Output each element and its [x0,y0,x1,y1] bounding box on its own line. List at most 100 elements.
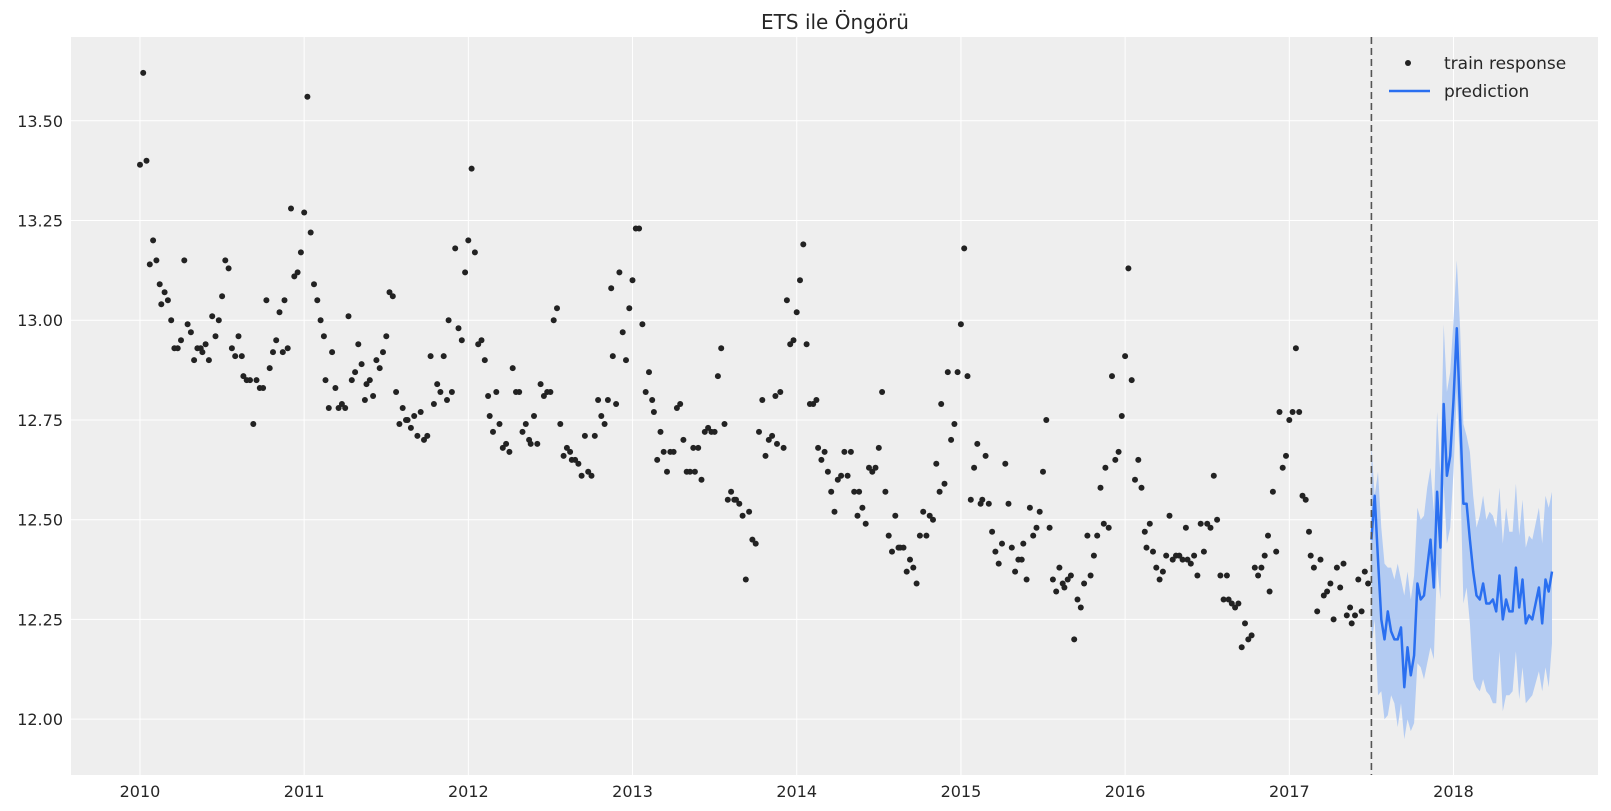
train-response-point [284,345,291,352]
train-response-point [522,421,529,427]
train-response-point [202,341,209,348]
train-response-point [1225,596,1232,603]
train-response-point [687,468,693,475]
train-response-point [389,293,396,300]
train-response-point [1228,600,1235,607]
train-response-point [444,397,450,403]
train-response-point [490,428,496,435]
train-response-point [355,341,362,348]
train-response-point [212,333,219,340]
train-response-point [961,245,968,252]
train-response-point [1327,580,1334,587]
train-response-point [933,460,940,467]
train-response-point [434,381,441,388]
train-response-point [938,401,945,407]
train-response-point [595,397,602,403]
train-response-point [1324,588,1331,595]
train-response-point [485,393,492,399]
train-response-point [941,480,948,487]
train-response-point [1365,580,1372,587]
train-response-point [1115,448,1122,455]
y-tick-label: 13.00 [17,311,63,330]
train-response-point [752,540,759,547]
train-response-point [1056,564,1063,571]
train-response-point [1002,460,1009,467]
train-response-point [756,428,762,435]
train-response-point [787,341,794,348]
train-response-point [1071,636,1078,643]
train-response-point [1087,572,1094,579]
train-response-point [440,353,447,360]
train-response-point [430,401,437,407]
train-response-point [1081,580,1088,587]
train-response-point [1135,456,1142,463]
train-response-point [478,337,485,344]
train-response-point [866,464,872,471]
train-response-point [496,421,503,427]
train-response-point [769,432,776,439]
train-response-point [920,508,927,515]
train-response-point [1163,552,1170,559]
train-response-point [1138,484,1145,491]
train-response-point [1306,528,1312,535]
train-response-point [1179,556,1186,563]
train-response-point [273,337,280,344]
train-response-point [862,520,869,527]
train-response-point [660,448,667,455]
train-response-point [156,281,163,288]
train-response-point [1283,452,1289,459]
train-response-point [215,317,222,324]
train-response-point [509,365,516,372]
train-response-point [930,516,936,523]
train-response-point [701,428,708,435]
train-response-point [1046,524,1053,531]
train-response-point [540,393,547,399]
train-response-point [650,409,657,415]
train-response-point [153,257,160,264]
train-response-point [1352,612,1358,619]
train-response-point [1317,556,1324,563]
train-response-point [979,496,986,503]
train-response-point [1112,456,1119,463]
train-response-point [999,540,1005,547]
train-response-point [1182,524,1189,531]
train-response-point [714,373,721,380]
train-response-point [1023,576,1030,583]
train-response-point [1064,576,1071,583]
train-response-point [417,409,424,415]
train-response-point [304,93,311,100]
train-response-point [591,432,598,439]
train-response-point [1355,576,1362,583]
legend: train response prediction [1389,54,1566,102]
x-axis-ticks: 2010 2011 2012 2013 2014 2015 2016 2017 2018 [120,782,1474,801]
train-response-point [872,464,879,471]
train-response-point [1200,548,1207,555]
train-response-point [414,432,421,439]
train-response-point [728,488,735,495]
train-response-point [841,448,848,455]
train-response-point [481,357,488,364]
y-tick-label: 12.00 [17,710,63,729]
train-response-point [1146,520,1153,527]
train-response-point [547,389,554,395]
train-response-point [780,444,787,451]
train-response-point [1012,568,1019,575]
train-response-point [1265,532,1271,539]
train-response-point [164,297,171,304]
train-response-point [944,369,951,376]
train-response-point [619,329,626,336]
train-response-point [831,508,838,515]
train-response-point [821,448,828,455]
y-tick-label: 12.25 [17,610,63,629]
train-response-point [348,377,355,384]
train-response-point [1232,604,1239,611]
train-response-point [376,365,383,372]
train-response-point [1118,413,1125,419]
train-response-point [1217,572,1224,579]
train-response-point [585,468,592,475]
train-response-point [1109,373,1115,380]
train-response-point [951,421,958,427]
train-response-point [613,401,620,407]
train-response-point [957,321,964,328]
train-response-point [1210,472,1217,479]
